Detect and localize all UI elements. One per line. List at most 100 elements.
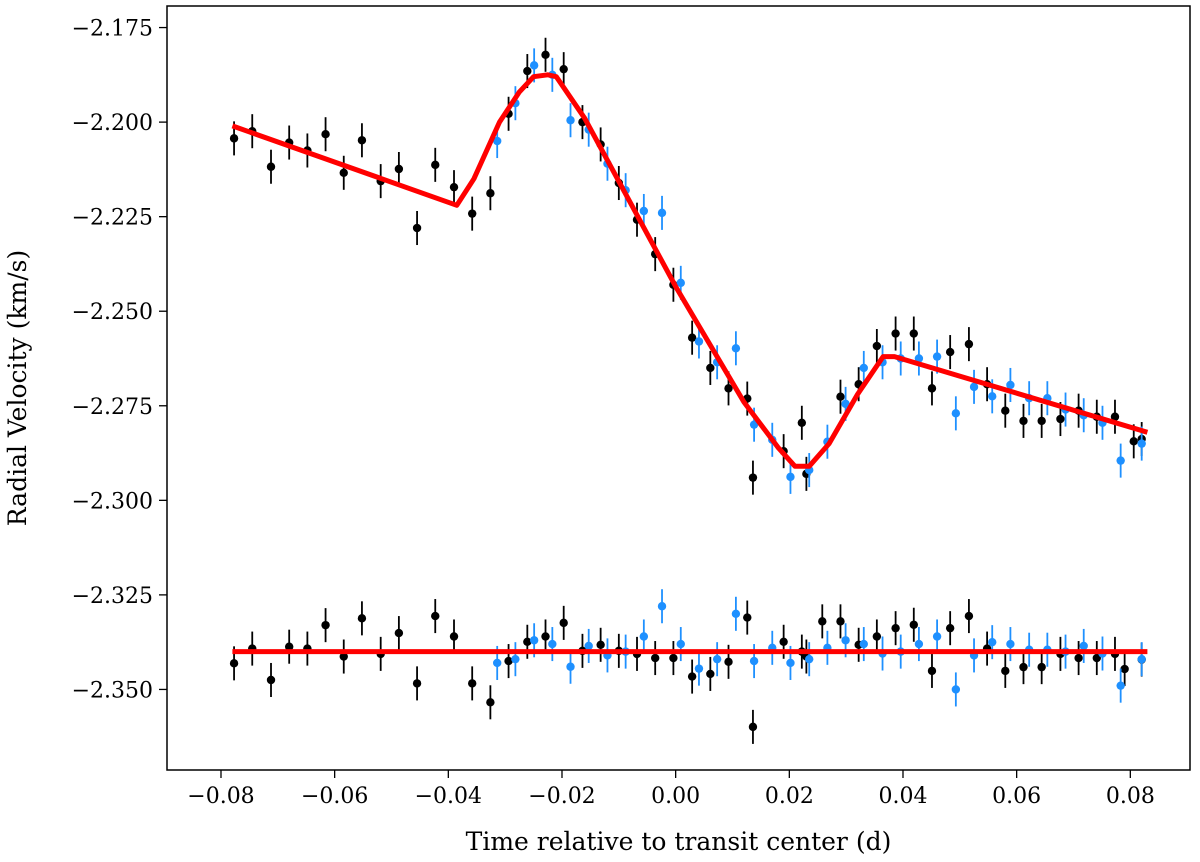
data-point (657, 208, 667, 218)
data-point (486, 189, 495, 198)
data-point (449, 632, 459, 641)
data-point (786, 658, 795, 668)
data-point (724, 384, 733, 393)
data-point (1129, 437, 1138, 446)
data-point (639, 206, 649, 216)
data-point (357, 136, 367, 145)
data-point (694, 664, 704, 673)
data-point (321, 130, 330, 139)
data-point (694, 337, 704, 346)
y-axis-label: Radial Velocity (km/s) (3, 250, 32, 526)
blue-point-series (493, 48, 1146, 707)
data-point (927, 384, 937, 393)
rm-model-line (231, 72, 1149, 469)
data-point (988, 637, 997, 647)
data-point (266, 675, 276, 685)
data-point (748, 722, 758, 732)
data-point (339, 652, 348, 661)
data-point (786, 472, 795, 482)
data-point (676, 639, 685, 649)
data-point (964, 339, 974, 349)
data-point (964, 611, 974, 621)
data-point (1116, 456, 1125, 465)
x-tick-label: 0.00 (651, 784, 700, 809)
data-point (841, 636, 850, 645)
data-point (548, 639, 557, 649)
data-point (872, 341, 882, 351)
data-point (743, 613, 752, 622)
data-point (1079, 641, 1088, 651)
x-tick-label: 0.02 (765, 784, 814, 809)
data-point (321, 620, 330, 630)
y-tick-label: −2.200 (72, 111, 153, 136)
data-point (394, 164, 404, 174)
y-tick-label: −2.175 (72, 17, 153, 42)
data-point (945, 623, 955, 633)
data-point (523, 637, 532, 646)
data-point (1001, 666, 1010, 676)
x-tick-label: −0.02 (528, 784, 595, 809)
x-axis: −0.08 −0.06 −0.04 −0.02 0.00 0.02 0.04 0.06 0.08 (187, 770, 1155, 809)
data-point (229, 659, 239, 668)
data-point (932, 352, 942, 361)
data-point (596, 640, 605, 650)
data-point (676, 278, 685, 288)
data-point (748, 473, 758, 482)
data-point (584, 641, 593, 651)
data-point (566, 662, 575, 671)
data-point (412, 679, 422, 688)
data-point (486, 698, 495, 707)
y-tick-label: −2.250 (72, 300, 153, 325)
data-point (1006, 639, 1015, 649)
data-point (951, 409, 961, 418)
y-axis: −2.175 −2.200 −2.225 −2.250 −2.275 −2.300 −2.3… (72, 17, 167, 703)
data-point (511, 654, 520, 664)
data-point (749, 420, 759, 429)
data-point (523, 66, 532, 76)
data-point (431, 611, 440, 621)
data-point (988, 392, 997, 401)
data-point (657, 602, 667, 611)
data-point (467, 209, 477, 218)
data-point (493, 136, 502, 146)
data-point (669, 653, 678, 663)
data-point (945, 347, 955, 357)
data-point (818, 617, 827, 626)
data-point (927, 666, 937, 676)
data-point (872, 632, 882, 641)
x-tick-label: 0.04 (878, 784, 927, 809)
x-tick-label: −0.04 (415, 784, 482, 809)
data-point (712, 654, 722, 664)
data-point (559, 64, 568, 74)
data-point (1110, 412, 1120, 421)
data-point (805, 654, 814, 664)
data-point (467, 679, 477, 688)
data-point (1019, 416, 1028, 426)
axes-frame (166, 5, 1191, 771)
x-tick-label: −0.06 (301, 784, 368, 809)
data-point (731, 609, 741, 618)
data-point (1137, 439, 1146, 448)
data-point (1074, 653, 1083, 663)
data-point (1120, 664, 1129, 674)
data-point (749, 656, 759, 666)
data-point (339, 168, 348, 177)
data-point (932, 632, 942, 641)
data-point (559, 618, 568, 628)
plot-area (229, 37, 1149, 744)
data-point (914, 639, 924, 649)
data-point (504, 656, 513, 666)
data-point (357, 614, 367, 623)
y-tick-label: −2.275 (72, 395, 153, 420)
data-point (1137, 654, 1146, 664)
data-point (1092, 653, 1101, 663)
data-point (909, 329, 918, 338)
data-point (706, 363, 715, 373)
data-point (951, 685, 961, 694)
x-tick-label: −0.08 (187, 784, 254, 809)
data-point (724, 657, 733, 667)
data-point (493, 658, 502, 668)
y-tick-label: −2.225 (72, 206, 153, 231)
data-point (797, 418, 807, 427)
